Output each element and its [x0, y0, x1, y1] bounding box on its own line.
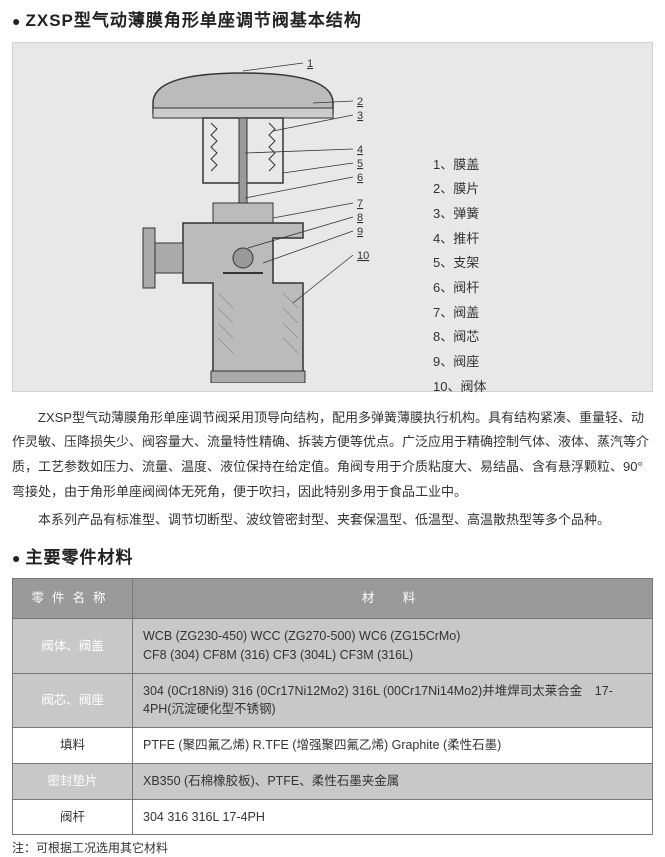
material-cell: 304 (0Cr18Ni9) 316 (0Cr17Ni12Mo2) 316L (… — [133, 673, 653, 728]
material-cell: 304 316 316L 17-4PH — [133, 799, 653, 835]
callout-item: 8、阀芯 — [433, 325, 486, 350]
table-row: 阀芯、阀座304 (0Cr18Ni9) 316 (0Cr17Ni12Mo2) 3… — [13, 673, 653, 728]
material-cell: XB350 (石棉橡胶板)、PTFE、柔性石墨夹金属 — [133, 763, 653, 799]
callout-item: 9、阀座 — [433, 350, 486, 375]
diagram-area: 12345678910 1、膜盖2、膜片3、弹簧4、推杆5、支架6、阀杆7、阀盖… — [12, 42, 653, 392]
callout-item: 3、弹簧 — [433, 202, 486, 227]
callout-item: 10、阀体 — [433, 375, 486, 400]
material-cell: WCB (ZG230-450) WCC (ZG270-500) WC6 (ZG1… — [133, 619, 653, 674]
part-name-cell: 阀杆 — [13, 799, 133, 835]
table-row: 阀体、阀盖WCB (ZG230-450) WCC (ZG270-500) WC6… — [13, 619, 653, 674]
description-paragraph-2: 本系列产品有标准型、调节切断型、波纹管密封型、夹套保温型、低温型、高温散热型等多… — [12, 508, 653, 533]
table-row: 填料PTFE (聚四氟乙烯) R.TFE (增强聚四氟乙烯) Graphite … — [13, 728, 653, 764]
materials-tbody: 阀体、阀盖WCB (ZG230-450) WCC (ZG270-500) WC6… — [13, 619, 653, 835]
materials-table: 零件名称 材 料 阀体、阀盖WCB (ZG230-450) WCC (ZG270… — [12, 578, 653, 835]
part-name-cell: 密封垫片 — [13, 763, 133, 799]
material-cell: PTFE (聚四氟乙烯) R.TFE (增强聚四氟乙烯) Graphite (柔… — [133, 728, 653, 764]
callout-item: 7、阀盖 — [433, 301, 486, 326]
callout-item: 1、膜盖 — [433, 153, 486, 178]
callout-item: 4、推杆 — [433, 227, 486, 252]
materials-footnote: 注：可根据工况选用其它材料 — [12, 839, 653, 857]
part-name-cell: 阀芯、阀座 — [13, 673, 133, 728]
callout-item: 5、支架 — [433, 251, 486, 276]
table-row: 阀杆304 316 316L 17-4PH — [13, 799, 653, 835]
materials-header-part: 零件名称 — [13, 579, 133, 619]
description-paragraph-1: ZXSP型气动薄膜角形单座调节阀采用顶导向结构，配用多弹簧薄膜执行机构。具有结构… — [12, 406, 653, 505]
callout-item: 6、阀杆 — [433, 276, 486, 301]
valve-diagram-svg — [93, 53, 393, 383]
materials-header-material: 材 料 — [133, 579, 653, 619]
callout-legend: 1、膜盖2、膜片3、弹簧4、推杆5、支架6、阀杆7、阀盖8、阀芯9、阀座10、阀… — [433, 153, 486, 400]
section-title-materials: 主要零件材料 — [12, 545, 653, 571]
part-name-cell: 阀体、阀盖 — [13, 619, 133, 674]
section-title-structure: ZXSP型气动薄膜角形单座调节阀基本结构 — [12, 8, 653, 34]
table-row: 密封垫片XB350 (石棉橡胶板)、PTFE、柔性石墨夹金属 — [13, 763, 653, 799]
callout-item: 2、膜片 — [433, 177, 486, 202]
part-name-cell: 填料 — [13, 728, 133, 764]
